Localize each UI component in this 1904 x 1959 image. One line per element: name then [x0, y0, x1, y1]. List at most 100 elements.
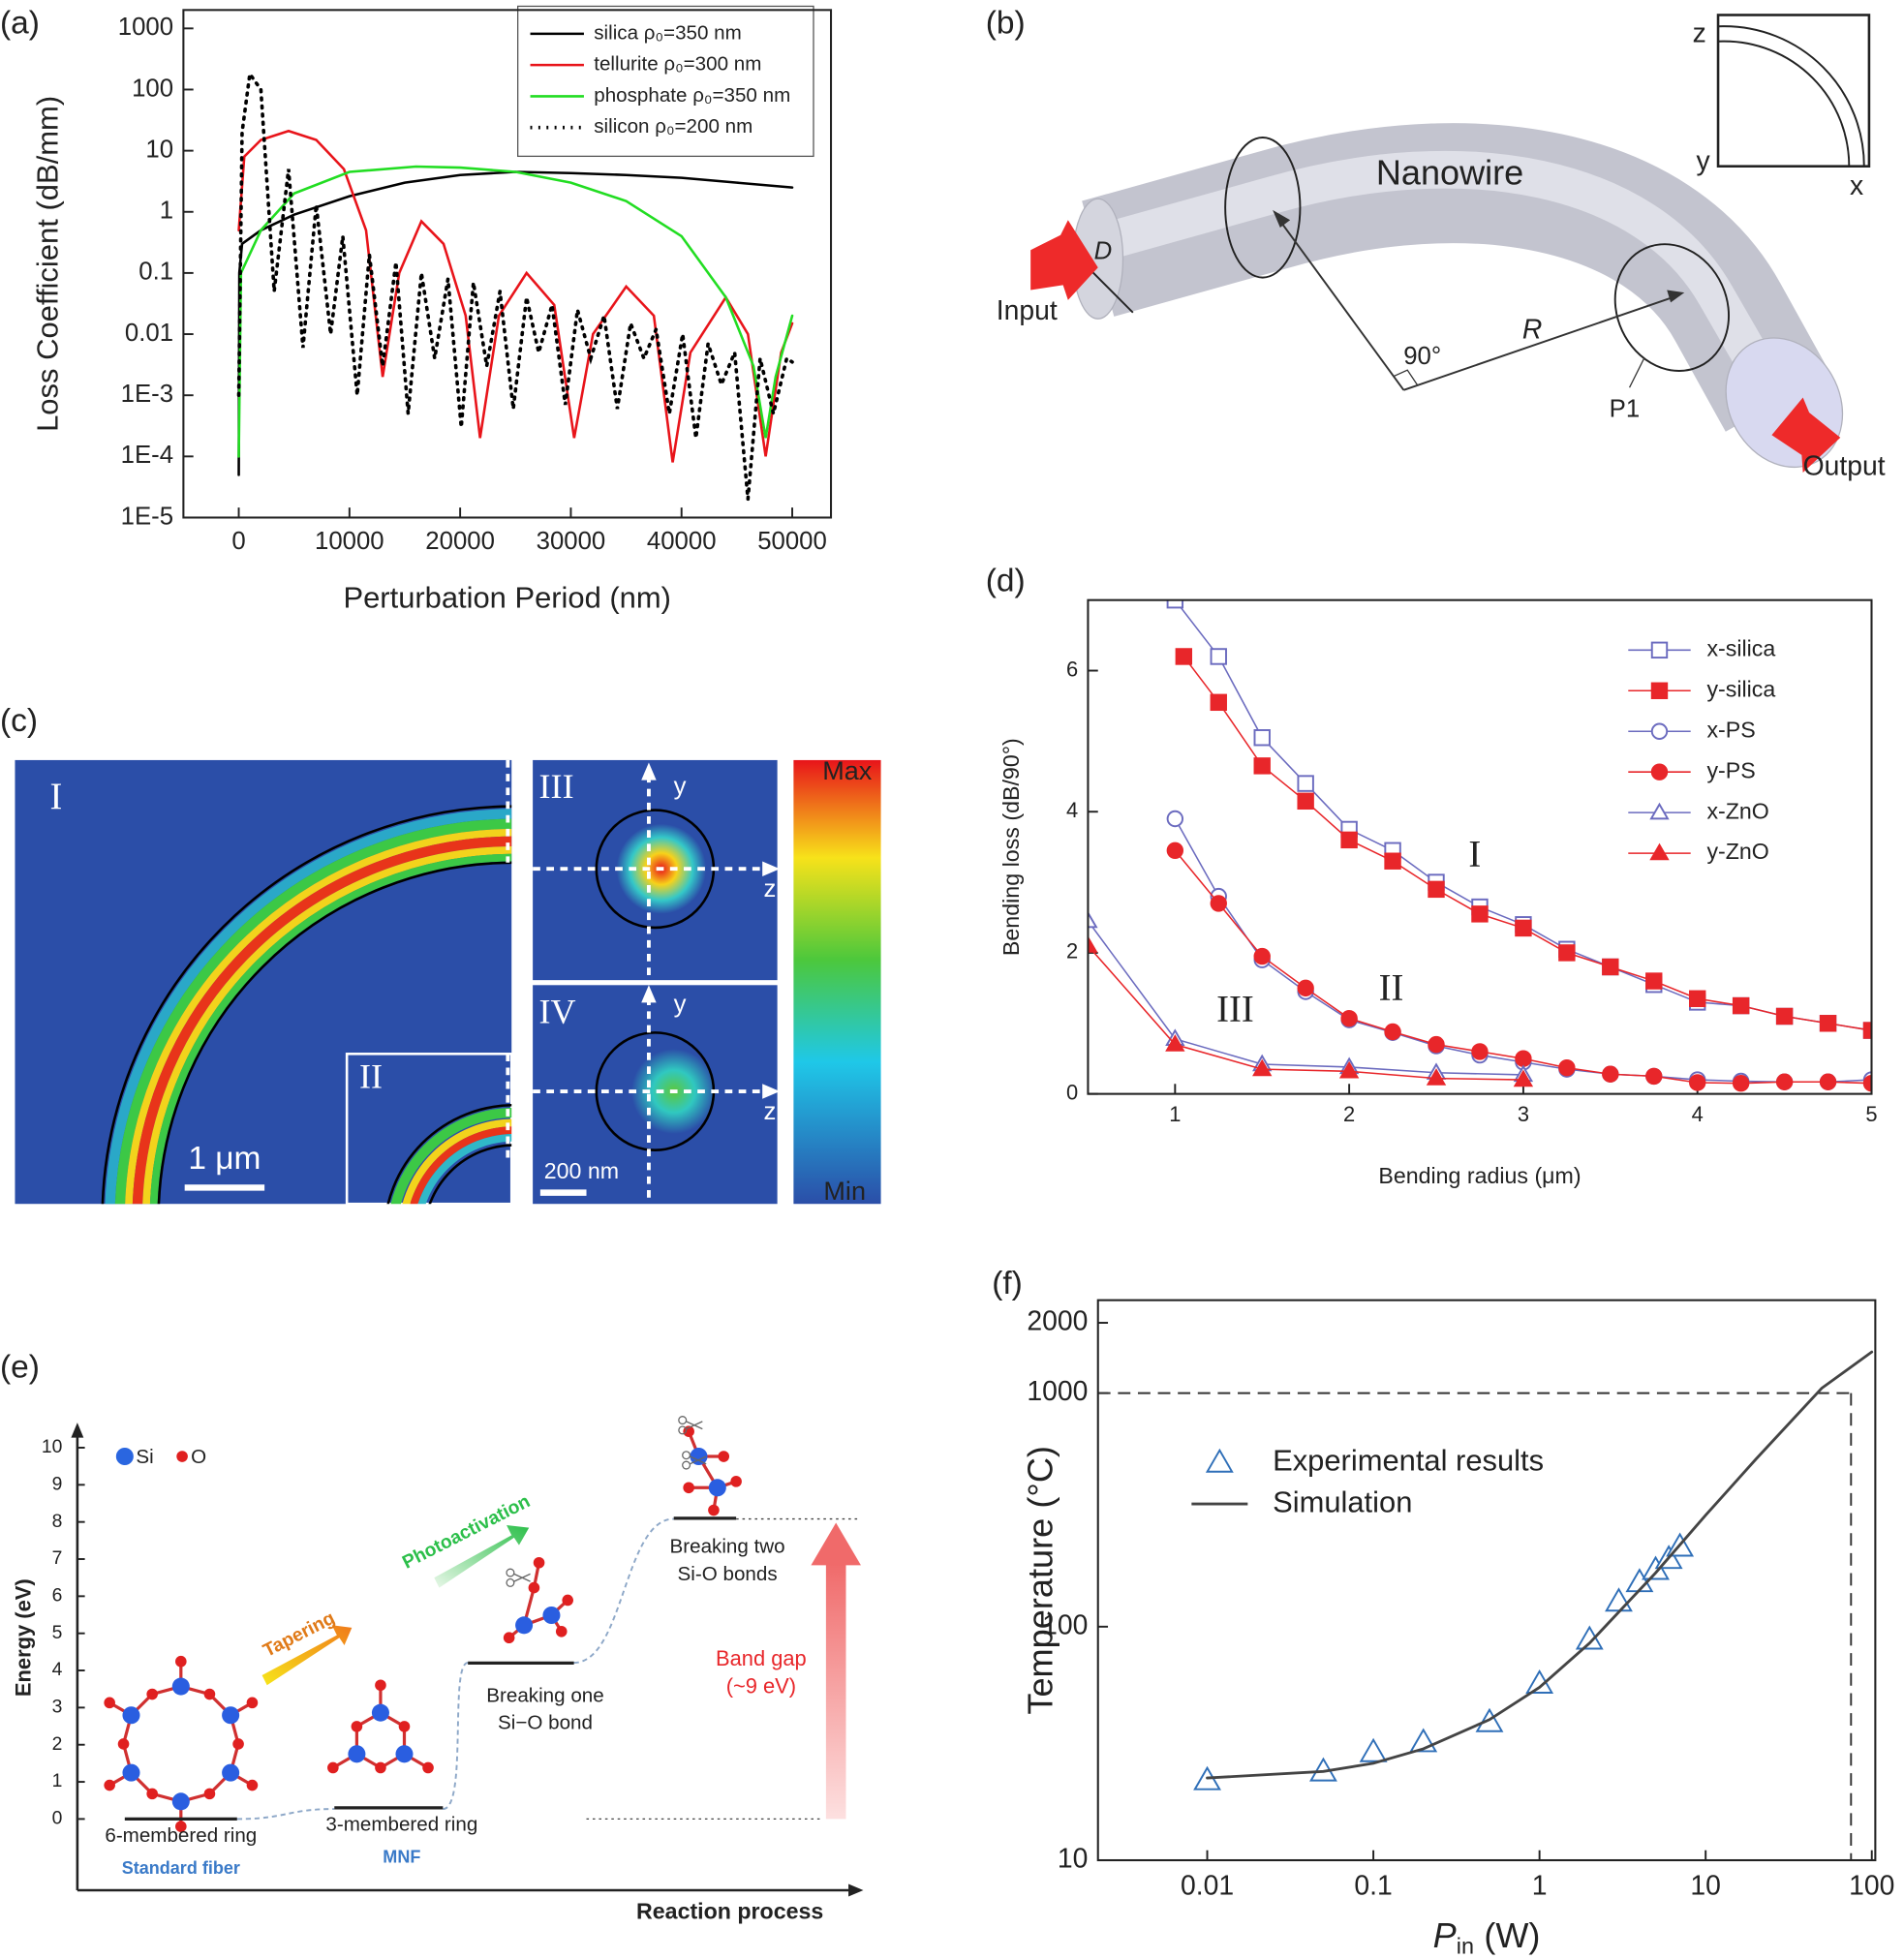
y-tick-label: 1E-4: [121, 442, 173, 469]
si-atom: [348, 1745, 366, 1763]
o-atom: [398, 1721, 411, 1732]
legend-box: [517, 5, 814, 158]
inset-axis: x: [1850, 170, 1863, 201]
plot-frame: [182, 9, 833, 519]
annotation: II: [1379, 968, 1404, 1009]
y-tick-label: 7: [52, 1547, 63, 1569]
panel-c: (c) I II III IV y z y z: [0, 703, 881, 1206]
x-axis-label-main: P: [1433, 1915, 1457, 1955]
scale-label: 200 nm: [544, 1158, 619, 1183]
o-atom: [528, 1581, 540, 1594]
marker: [1166, 810, 1184, 828]
nanowire-label: Nanowire: [1376, 152, 1523, 192]
x-tick-label: 40000: [647, 528, 717, 555]
si-atom: [171, 1677, 190, 1696]
marker: [1297, 979, 1314, 997]
marker: [1525, 1668, 1554, 1694]
panel-label: (e): [0, 1349, 40, 1385]
y-axis-label: Energy (eV): [12, 1578, 36, 1697]
marker: [1471, 905, 1489, 923]
si-atom: [395, 1745, 414, 1763]
o-atom: [422, 1761, 434, 1774]
state-label: Si−O bond: [498, 1712, 593, 1734]
marker: [1689, 1074, 1706, 1091]
marker: [1165, 1034, 1185, 1052]
legend-label: y-PS: [1706, 757, 1755, 782]
region-label: II: [359, 1057, 383, 1096]
legend-label: Experimental results: [1273, 1444, 1544, 1478]
plot-area: [1088, 599, 1872, 1092]
state-label: Si-O bonds: [678, 1563, 778, 1585]
y-tick-label: 1000: [118, 14, 173, 41]
x-tick-label: 0: [231, 528, 245, 555]
y-tick-label: 10: [42, 1436, 62, 1457]
o-atom: [562, 1594, 573, 1607]
marker: [1650, 682, 1669, 699]
y-axis-label: Temperature (°C): [1021, 1446, 1060, 1715]
x-tick-label: 3: [1518, 1102, 1529, 1126]
x-tick-label: 20000: [425, 528, 495, 555]
plot-frame: [1096, 1299, 1877, 1862]
scissors: [506, 1568, 515, 1577]
band-gap-arrow: [825, 1562, 846, 1820]
x-axis-label: Bending radius (μm): [1378, 1163, 1581, 1188]
molecules: [104, 1416, 742, 1832]
marker: [1210, 648, 1227, 665]
marker: [1428, 880, 1445, 899]
o-atom: [117, 1738, 130, 1750]
scale-label: 1 μm: [188, 1141, 261, 1177]
o-atom: [683, 1482, 694, 1494]
si-atom: [171, 1792, 190, 1811]
o-atom: [146, 1788, 158, 1800]
input-arrow: [1030, 220, 1098, 300]
legend-label: phosphate ρ₀=350 nm: [594, 84, 790, 107]
inset: [1716, 14, 1871, 168]
band-gap-label: (~9 eV): [726, 1674, 796, 1699]
plot-frame: [1087, 598, 1873, 1095]
right-angle: [1393, 369, 1419, 385]
scissors: [682, 1451, 691, 1460]
arrowhead: [71, 1423, 84, 1438]
x-axis-label-sub: in: [1457, 1934, 1474, 1959]
marker: [1513, 1069, 1534, 1087]
o-atom: [175, 1821, 187, 1832]
marker: [1253, 757, 1271, 775]
marker: [1558, 944, 1576, 962]
y-tick-label: 0.1: [138, 259, 173, 286]
y-tick-label: 0: [52, 1808, 63, 1829]
x-tick-label: 2: [1343, 1102, 1355, 1126]
x-axis-label-main: Bending radius (μm): [1378, 1163, 1581, 1188]
o-atom: [708, 1504, 720, 1516]
x-axis-label: Pin (W): [1433, 1915, 1541, 1959]
marker: [1649, 842, 1670, 861]
y-axis-label: Bending loss (dB/90°): [998, 738, 1024, 956]
marker: [1862, 1074, 1872, 1092]
x-tick-label: 10: [1690, 1870, 1721, 1901]
axis-label: z: [763, 875, 776, 903]
o-atom: [730, 1476, 742, 1487]
panel-label: (a): [0, 6, 40, 42]
marker: [1862, 1022, 1872, 1039]
si-atom: [515, 1616, 534, 1635]
inset-axis: z: [1693, 18, 1706, 49]
legend-label: y-silica: [1706, 676, 1775, 701]
output-arrow: [1771, 397, 1841, 473]
y-tick-label: 0.01: [125, 320, 173, 347]
marker: [1515, 919, 1532, 937]
panel-label: (b): [986, 6, 1026, 42]
marker: [1575, 1625, 1604, 1650]
o-atom: [533, 1556, 545, 1569]
reaction-path: [236, 1517, 674, 1821]
legend-label: x-silica: [1706, 635, 1775, 660]
marker: [1384, 852, 1401, 870]
cross-section: [1613, 243, 1730, 372]
marker: [1338, 1060, 1360, 1079]
photoactivation-arrow: [434, 1525, 530, 1588]
legend-o: [176, 1451, 188, 1462]
si-atom: [122, 1706, 140, 1725]
scissors: [682, 1460, 691, 1470]
plot-area: [236, 69, 794, 500]
nanowire-highlight: [1092, 150, 1778, 384]
si-atom: [122, 1763, 140, 1782]
